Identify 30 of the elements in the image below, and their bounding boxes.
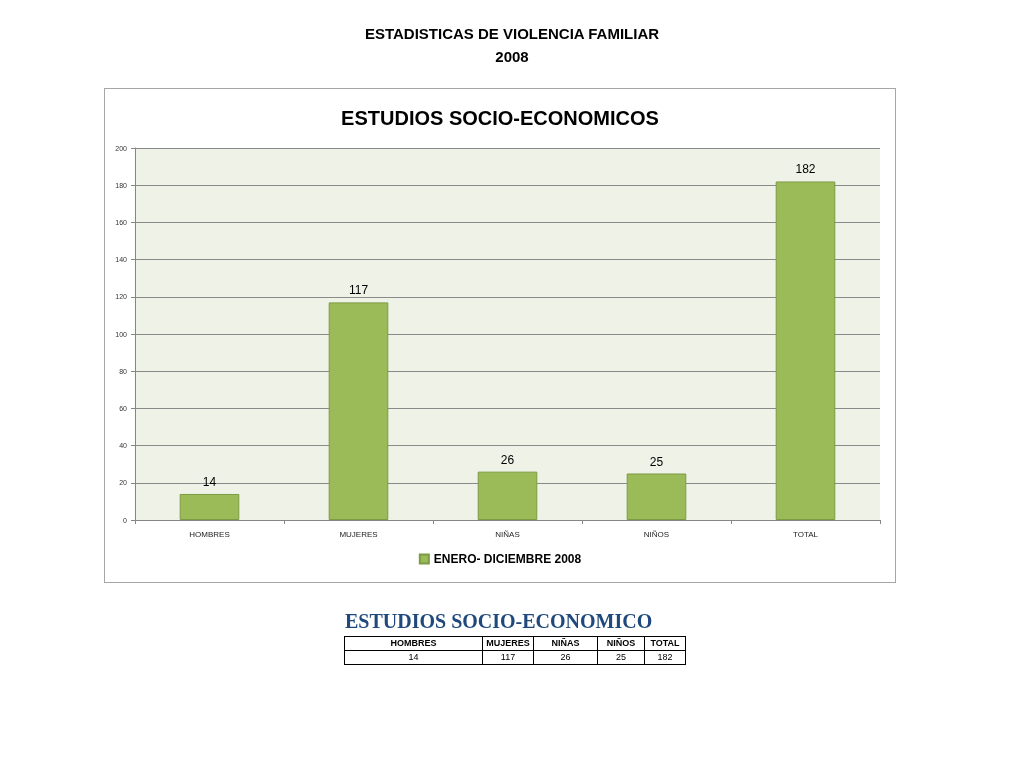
bar xyxy=(179,493,240,520)
bar xyxy=(477,471,538,520)
bar xyxy=(775,181,836,520)
x-tick-label: MUJERES xyxy=(339,529,378,539)
category-label: NIÑAS xyxy=(533,636,598,651)
category-label: HOMBRES xyxy=(344,636,483,651)
category-label: TOTAL xyxy=(644,636,686,651)
data-label: 117 xyxy=(348,283,369,298)
data-label: 25 xyxy=(649,454,664,469)
data-label: 182 xyxy=(644,650,686,665)
data-label: 14 xyxy=(202,474,217,489)
x-tick-label: TOTAL xyxy=(792,529,819,539)
bar xyxy=(626,473,687,520)
text: 2008 xyxy=(494,47,530,67)
data-label: 26 xyxy=(500,452,515,467)
x-tick-label: NIÑAS xyxy=(495,529,520,539)
data-label: 117 xyxy=(482,650,534,665)
category-label: NIÑOS xyxy=(597,636,645,651)
bar xyxy=(328,302,389,520)
text: ESTADISTICAS DE VIOLENCIA FAMILIAR xyxy=(363,24,661,44)
data-label: 182 xyxy=(795,162,816,177)
x-tick-label: HOMBRES xyxy=(189,529,230,539)
text: ESTUDIOS SOCIO-ECONOMICO xyxy=(345,609,654,634)
data-label: 14 xyxy=(344,650,483,665)
legend-label: ENERO- DICIEMBRE 2008 xyxy=(433,552,582,566)
x-tick-label: NIÑOS xyxy=(643,529,670,539)
chart-title: ESTUDIOS SOCIO-ECONOMICOS xyxy=(341,107,659,129)
data-label: 25 xyxy=(597,650,645,665)
data-label: 26 xyxy=(533,650,598,665)
category-label: MUJERES xyxy=(482,636,534,651)
